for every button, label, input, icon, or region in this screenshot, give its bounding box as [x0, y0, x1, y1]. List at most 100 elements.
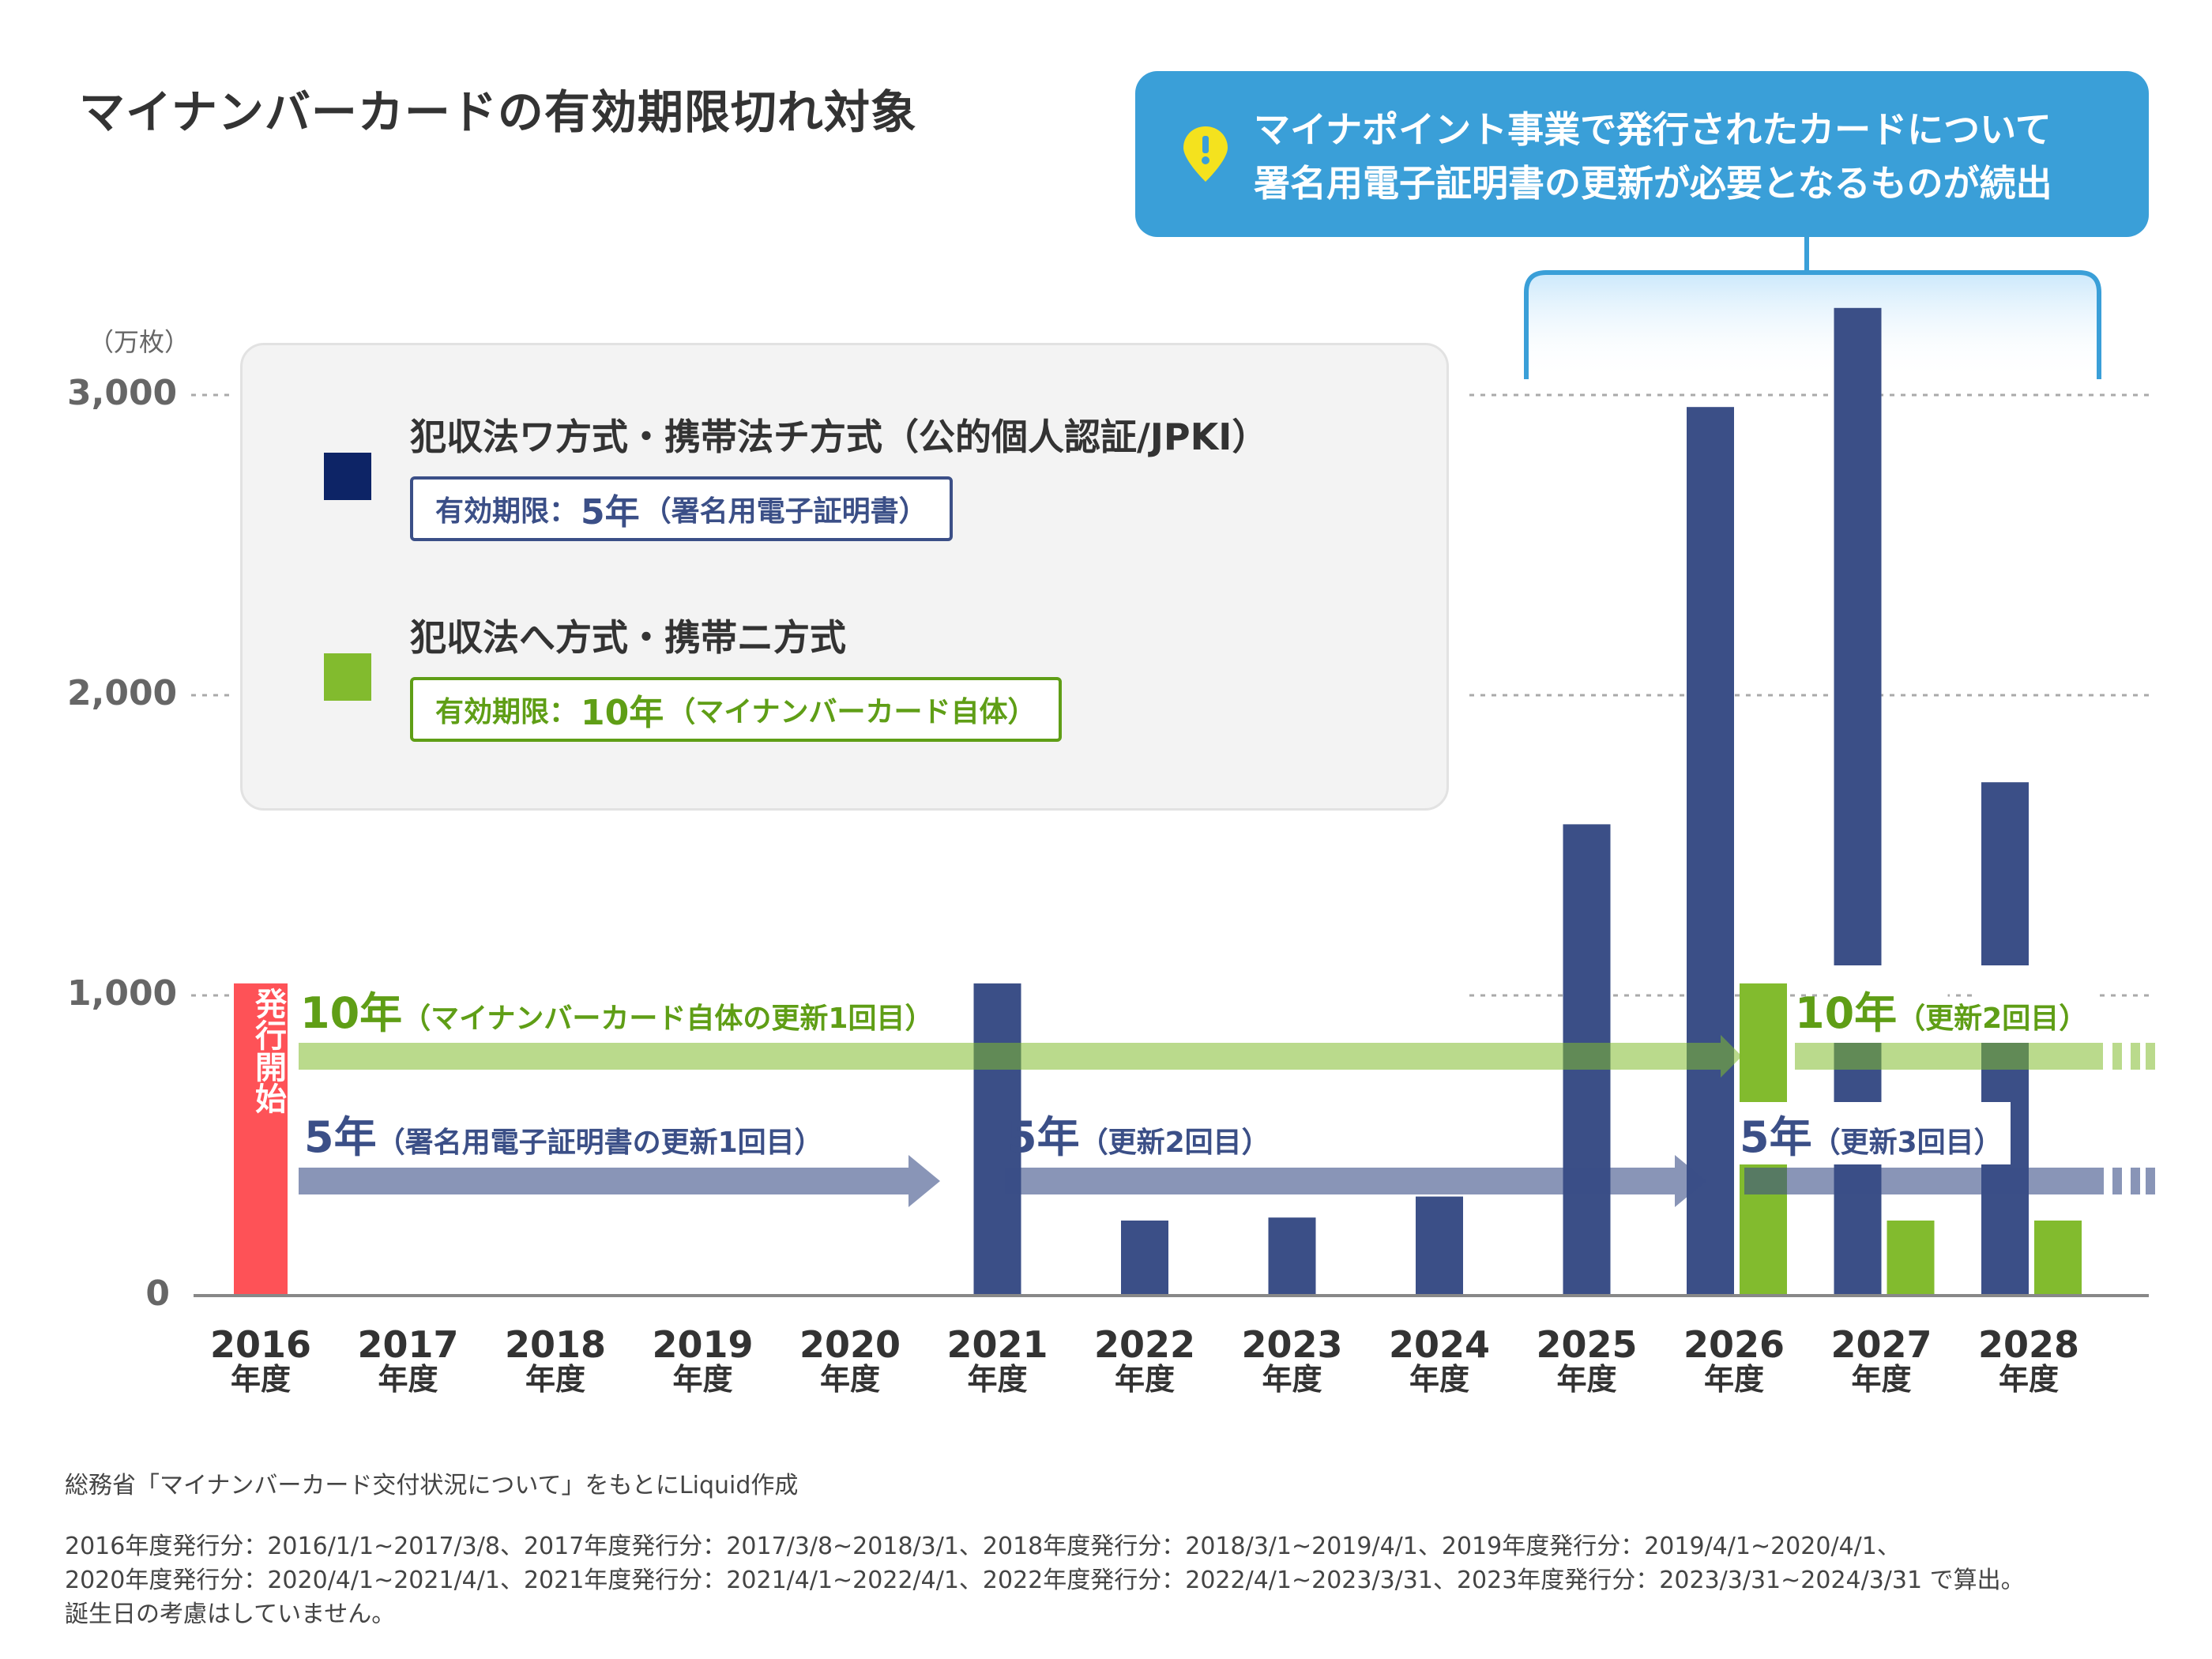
green-arrow-2-period: 10年 — [1795, 988, 1898, 1038]
bar-jpki-2021 — [973, 983, 1021, 1296]
navy-arrow-3-dash — [2146, 1168, 2155, 1194]
x-tick-year: 2027 — [1830, 1323, 1932, 1366]
green-arrow-2-shaft — [1795, 1043, 2103, 1070]
green-arrow-1-shaft — [299, 1043, 1721, 1070]
x-tick-suffix: 年度 — [1851, 1362, 1912, 1397]
navy-arrow-2-shaft — [1005, 1168, 1675, 1194]
navy-arrow-label-3: 5年（更新3回目） — [1740, 1102, 2011, 1164]
navy-arrow-2-text: （更新2回目） — [1079, 1127, 1270, 1159]
legend-title-2: 犯収法へ方式・携帯ニ方式 — [410, 616, 846, 659]
footnote-line-2: 2020年度発行分：2020/4/1~2021/4/1、2021年度発行分：20… — [65, 1567, 2025, 1594]
legend-swatch-navy — [324, 453, 371, 500]
x-tick-label: 2023 年度 — [1237, 1326, 1348, 1395]
x-tick-label: 2018 年度 — [500, 1326, 611, 1395]
navy-arrow-1-shaft — [299, 1168, 908, 1194]
navy-arrow-3-dash — [2112, 1168, 2122, 1194]
legend-box-1-period: 5年 — [581, 492, 640, 532]
chart-title: マイナンバーカードの有効期限切れ対象 — [79, 85, 917, 139]
legend-box-1-label: 有効期限： — [435, 495, 578, 528]
x-tick-label: 2022 年度 — [1089, 1326, 1200, 1395]
legend-box-1: 有効期限： 5年 （署名用電子証明書） — [410, 476, 953, 541]
x-tick-year: 2025 — [1536, 1323, 1638, 1366]
navy-arrow-1-head — [908, 1155, 940, 1207]
navy-arrow-label-2: 5年（更新2回目） — [1007, 1102, 1270, 1164]
green-arrow-1-head — [1721, 1035, 1742, 1078]
callout-box: マイナポイント事業で発行されたカードについて 署名用電子証明書の更新が必要となる… — [1135, 71, 2149, 237]
navy-arrow-3-shaft — [1744, 1168, 2104, 1194]
x-tick-year: 2026 — [1683, 1323, 1785, 1366]
x-tick-year: 2019 — [652, 1323, 754, 1366]
footnote-line-1: 2016年度発行分：2016/1/1~2017/3/8、2017年度発行分：20… — [65, 1533, 1901, 1560]
green-arrow-label-1: 10年（マイナンバーカード自体の更新1回目） — [300, 978, 934, 1040]
x-tick-suffix: 年度 — [1114, 1362, 1175, 1397]
callout-line-2: 署名用電子証明書の更新が必要となるものが続出 — [1254, 162, 2052, 205]
x-tick-label: 2020 年度 — [795, 1326, 905, 1395]
x-tick-year: 2018 — [504, 1323, 607, 1366]
x-tick-suffix: 年度 — [1998, 1362, 2059, 1397]
y-tick-label: 0 — [145, 1273, 170, 1314]
x-tick-year: 2024 — [1388, 1323, 1491, 1366]
bar-issue-start-2016 — [234, 983, 288, 1296]
bar-jpki-2024 — [1416, 1196, 1463, 1296]
x-tick-label: 2027 年度 — [1826, 1326, 1937, 1395]
x-tick-year: 2020 — [799, 1323, 901, 1366]
x-tick-label: 2024 年度 — [1384, 1326, 1495, 1395]
x-tick-suffix: 年度 — [967, 1362, 1028, 1397]
x-tick-year: 2017 — [357, 1323, 459, 1366]
x-tick-suffix: 年度 — [672, 1362, 733, 1397]
bar-jpki-2023 — [1268, 1217, 1316, 1296]
x-tick-suffix: 年度 — [1703, 1362, 1764, 1397]
y-tick-label: 2,000 — [67, 673, 178, 713]
x-tick-label: 2025 年度 — [1532, 1326, 1642, 1395]
legend-box-2-period: 10年 — [581, 693, 664, 733]
source-note: 総務省「マイナンバーカード交付状況について」をもとにLiquid作成 — [65, 1472, 799, 1499]
legend-box-2-label: 有効期限： — [435, 696, 578, 728]
x-tick-label: 2026 年度 — [1679, 1326, 1789, 1395]
x-tick-suffix: 年度 — [230, 1362, 291, 1397]
x-tick-suffix: 年度 — [819, 1362, 880, 1397]
x-tick-suffix: 年度 — [378, 1362, 438, 1397]
legend-swatch-green — [324, 653, 371, 701]
bar-jpki-2026 — [1687, 407, 1734, 1296]
green-arrow-2-text: （更新2回目） — [1897, 1003, 2088, 1035]
navy-arrow-2-head — [1675, 1155, 1706, 1207]
green-arrow-1-text: （マイナンバーカード自体の更新1回目） — [402, 1003, 934, 1035]
x-tick-suffix: 年度 — [525, 1362, 585, 1397]
navy-arrow-3-dash — [2131, 1168, 2140, 1194]
y-axis-unit: （万枚） — [88, 327, 190, 357]
y-tick-label: 1,000 — [67, 973, 178, 1014]
x-tick-label: 2017 年度 — [353, 1326, 464, 1395]
x-tick-year: 2016 — [209, 1323, 312, 1366]
x-tick-year: 2023 — [1241, 1323, 1343, 1366]
navy-arrow-3-period: 5年 — [1740, 1112, 1812, 1162]
x-tick-year: 2022 — [1093, 1323, 1196, 1366]
green-arrow-1-period: 10年 — [300, 988, 403, 1038]
footnote-line-3: 誕生日の考慮はしていません。 — [65, 1601, 396, 1628]
green-arrow-2-dash — [2112, 1043, 2122, 1070]
x-tick-suffix: 年度 — [1556, 1362, 1617, 1397]
callout-bracket — [1524, 237, 2101, 379]
bar-card-2028 — [2034, 1221, 2082, 1296]
y-tick-label: 3,000 — [67, 373, 178, 413]
x-tick-year: 2021 — [946, 1323, 1048, 1366]
x-tick-label: 2028 年度 — [1973, 1326, 2084, 1395]
issue-start-label: 発行開始 — [250, 988, 286, 1114]
navy-arrow-2-period: 5年 — [1007, 1112, 1080, 1162]
legend: 犯収法ワ方式・携帯法チ方式（公的個人認証/JPKI） 有効期限： 5年 （署名用… — [240, 343, 1449, 811]
x-tick-label: 2019 年度 — [648, 1326, 758, 1395]
exclamation-pin-icon — [1183, 126, 1228, 182]
green-arrow-2-dash — [2131, 1043, 2140, 1070]
legend-box-1-detail: （署名用電子証明書） — [642, 495, 927, 528]
green-arrow-label-2: 10年（更新2回目） — [1795, 978, 2087, 1040]
navy-arrow-label-1: 5年（署名用電子証明書の更新1回目） — [304, 1102, 823, 1164]
green-arrow-2-dash — [2146, 1043, 2155, 1070]
callout-line-1: マイナポイント事業で発行されたカードについて — [1254, 108, 2052, 151]
bar-jpki-2022 — [1121, 1221, 1168, 1296]
legend-title-1: 犯収法ワ方式・携帯法チ方式（公的個人認証/JPKI） — [410, 416, 1269, 458]
navy-arrow-1-text: （署名用電子証明書の更新1回目） — [376, 1127, 823, 1159]
navy-arrow-3-text: （更新3回目） — [1811, 1127, 2003, 1159]
navy-arrow-1-period: 5年 — [304, 1112, 377, 1162]
bar-card-2027 — [1887, 1221, 1935, 1296]
legend-box-2-detail: （マイナンバーカード自体） — [667, 696, 1036, 728]
